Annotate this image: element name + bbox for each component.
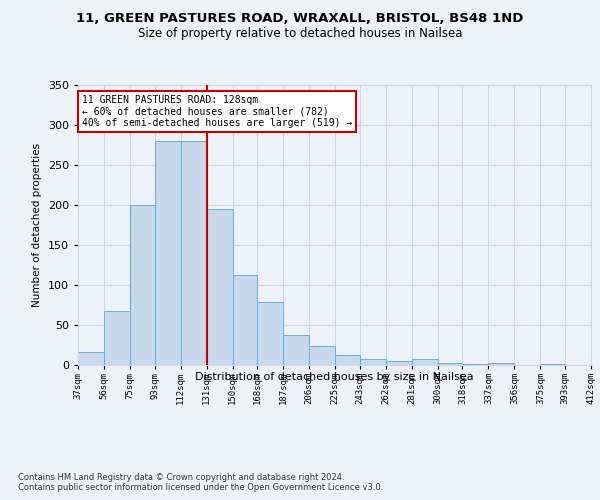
Y-axis label: Number of detached properties: Number of detached properties xyxy=(32,143,42,307)
Bar xyxy=(541,364,565,365)
Bar xyxy=(360,358,386,365)
Bar xyxy=(309,346,335,365)
Bar xyxy=(412,360,438,365)
Bar xyxy=(181,141,206,365)
Bar xyxy=(104,312,130,365)
Bar xyxy=(155,141,181,365)
Bar xyxy=(257,302,283,365)
Text: Contains HM Land Registry data © Crown copyright and database right 2024.
Contai: Contains HM Land Registry data © Crown c… xyxy=(18,472,383,492)
Text: 11, GREEN PASTURES ROAD, WRAXALL, BRISTOL, BS48 1ND: 11, GREEN PASTURES ROAD, WRAXALL, BRISTO… xyxy=(76,12,524,26)
Text: Distribution of detached houses by size in Nailsea: Distribution of detached houses by size … xyxy=(196,372,474,382)
Bar xyxy=(463,364,488,365)
Bar xyxy=(283,334,309,365)
Bar xyxy=(78,352,104,365)
Bar xyxy=(130,205,155,365)
Bar xyxy=(233,276,257,365)
Bar xyxy=(335,354,360,365)
Bar xyxy=(386,361,412,365)
Bar xyxy=(438,362,463,365)
Bar xyxy=(206,209,233,365)
Text: Size of property relative to detached houses in Nailsea: Size of property relative to detached ho… xyxy=(138,28,462,40)
Bar xyxy=(488,364,514,365)
Text: 11 GREEN PASTURES ROAD: 128sqm
← 60% of detached houses are smaller (782)
40% of: 11 GREEN PASTURES ROAD: 128sqm ← 60% of … xyxy=(82,94,352,128)
